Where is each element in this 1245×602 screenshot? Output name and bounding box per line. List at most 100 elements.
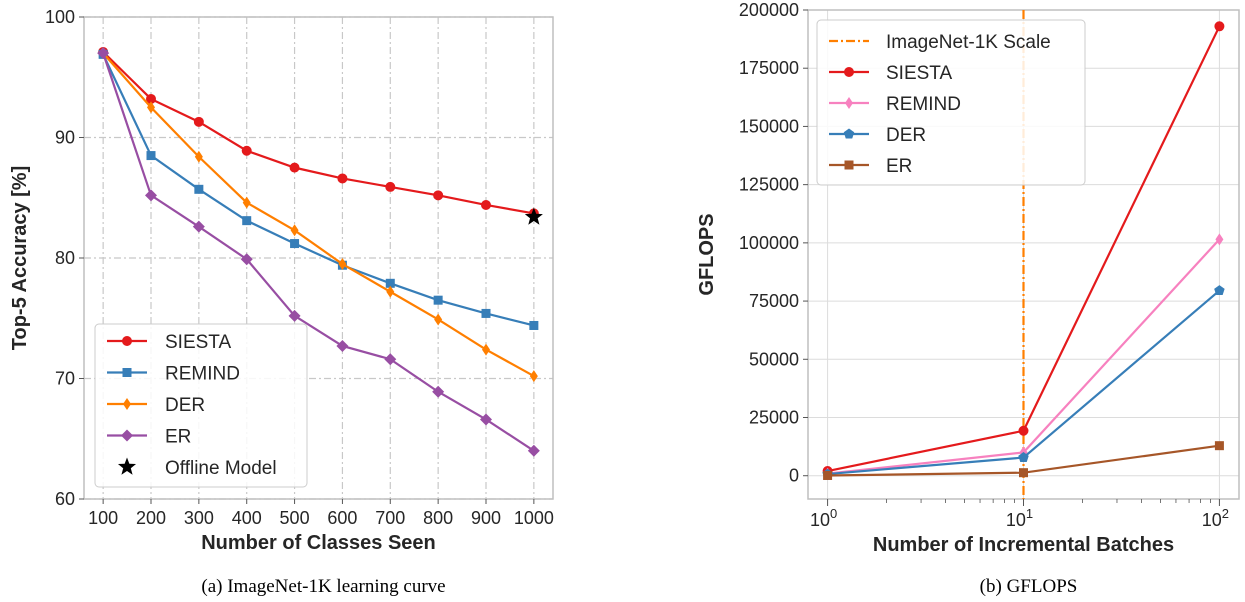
chart-b-caption: (b) GFLOPS (980, 576, 1078, 597)
chart-b-legend-label-remind: REMIND (886, 94, 961, 115)
chart-b-xtick-base: 10 (1006, 510, 1026, 530)
chart-a-xlabel: Number of Classes Seen (201, 532, 436, 554)
chart-b-point-er (1019, 468, 1028, 478)
chart-a-ytick-label: 60 (55, 489, 75, 509)
chart-a-ylabel: Top-5 Accuracy [%] (9, 166, 31, 350)
chart-b-xlabel: Number of Incremental Batches (873, 534, 1174, 556)
chart-a-legend-label-offline-model: Offline Model (165, 458, 277, 479)
chart-a-point-der (338, 258, 347, 271)
chart-a-line-er (102, 52, 535, 452)
chart-a-legend-marker-siesta (122, 336, 132, 346)
chart-b-point-der (1214, 285, 1225, 296)
chart-b-series-siesta (822, 21, 1225, 477)
chart-b-point-siesta (1018, 425, 1029, 436)
chart-a-xtick-label: 800 (423, 508, 453, 528)
chart-a-xtick-label: 600 (327, 508, 357, 528)
chart-a-point-siesta (289, 162, 300, 173)
chart-a: 100 200 300 400 500 600 700 800 900 1000 60 70 80 90 1… (9, 7, 554, 597)
chart-b-ytick-label: 125000 (739, 175, 799, 195)
chart-b-xtick-label: 101 (1006, 506, 1033, 530)
chart-b: 100 101 1020250005000075000100000125000150… (696, 0, 1240, 597)
chart-a-point-remind (385, 278, 395, 288)
chart-a-point-er (288, 309, 301, 322)
chart-a-point-der (194, 150, 203, 163)
chart-a-line-remind (102, 53, 535, 327)
chart-a-point-siesta (481, 199, 491, 210)
chart-b-ylabel: GFLOPS (696, 213, 718, 295)
chart-b-ytick-label: 25000 (749, 408, 799, 428)
chart-a-point-remind (481, 308, 491, 318)
chart-a-legend-label-der: DER (165, 395, 205, 416)
chart-b-point-der (1018, 452, 1029, 462)
chart-a-point-der (434, 313, 443, 326)
chart-b-point-er (823, 470, 833, 480)
chart-a-point-offline-model (524, 207, 543, 225)
chart-a-point-der (482, 343, 490, 356)
chart-a-xtick-label: 300 (184, 508, 214, 528)
chart-a-point-er (480, 413, 492, 426)
chart-a-legend-box (94, 323, 308, 488)
chart-b-legend-label-er: ER (886, 156, 912, 177)
chart-b-legend-label-imagenet-1k-scale: ImageNet-1K Scale (886, 32, 1051, 53)
chart-a-xtick-label: 700 (375, 508, 405, 528)
chart-b-xtick-base: 10 (810, 510, 830, 530)
chart-a-point-er (336, 339, 349, 352)
chart-a-point-remind (242, 216, 252, 226)
chart-b-xtick-label: 102 (1202, 506, 1229, 530)
chart-a-ytick-label: 70 (55, 369, 75, 389)
chart-a-point-siesta (433, 190, 444, 201)
chart-b-legend-marker-er (844, 160, 854, 170)
chart-b-xtick-base: 10 (1202, 510, 1222, 530)
chart-a-legend-label-remind: REMIND (165, 364, 240, 385)
chart-a-point-siesta (337, 173, 348, 184)
chart-a-legend: SIESTA REMIND DER ER Offline Model (94, 323, 308, 488)
chart-a-legend-label-siesta: SIESTA (165, 332, 231, 353)
chart-a-caption: (a) ImageNet-1K learning curve (201, 576, 445, 597)
chart-b-xtick-exp: 2 (1222, 506, 1229, 521)
chart-a-xtick-label: 400 (232, 508, 262, 528)
chart-b-minor-ticks (886, 499, 1211, 503)
chart-a-point-remind (290, 239, 300, 249)
chart-a-point-er (432, 385, 445, 398)
chart-b-xtick-exp: 0 (830, 506, 837, 521)
chart-a-line-der (102, 52, 535, 378)
chart-b-legend-label-siesta: SIESTA (886, 63, 952, 84)
chart-b-ytick-label: 75000 (749, 291, 799, 311)
chart-a-point-der (386, 285, 395, 298)
chart-b-legend: ImageNet-1K Scale SIESTA REMIND DER ER (816, 19, 1086, 186)
chart-a-xtick-label: 200 (136, 508, 166, 528)
chart-a-series-remind (98, 49, 539, 330)
chart-b-point-er (1214, 441, 1224, 451)
chart-b-ytick-label: 100000 (739, 233, 799, 253)
chart-a-point-remind (433, 295, 443, 305)
chart-a-point-siesta (193, 116, 204, 127)
chart-a-point-siesta (241, 145, 252, 156)
chart-b-ytick-label: 150000 (739, 116, 799, 136)
chart-b-legend-marker-der (843, 128, 855, 139)
chart-a-xtick-label: 500 (280, 508, 310, 528)
chart-b-point-remind (1215, 233, 1224, 246)
chart-a-legend-marker-remind (122, 368, 132, 377)
chart-b-xtick-exp: 1 (1026, 506, 1033, 521)
chart-a-point-remind (146, 151, 156, 161)
chart-b-xtick-label: 100 (810, 506, 837, 530)
chart-a-point-der (147, 101, 155, 114)
chart-b-ytick-label: 175000 (739, 58, 799, 78)
chart-a-point-der (242, 196, 251, 209)
chart-a-legend-marker-er (121, 429, 133, 442)
chart-a-ytick-label: 90 (55, 128, 75, 148)
chart-a-point-der (529, 370, 538, 383)
chart-a-legend-label-er: ER (165, 427, 191, 448)
chart-a-point-remind (529, 320, 539, 330)
chart-a-series-er (97, 47, 540, 457)
chart-a-xtick-label: 100 (88, 508, 118, 528)
chart-b-ytick-label: 50000 (749, 349, 799, 369)
chart-a-point-er (192, 220, 205, 233)
chart-a-point-der (290, 224, 299, 237)
chart-b-legend-box (816, 19, 1086, 186)
chart-b-legend-marker-siesta (844, 67, 854, 77)
chart-a-series-siesta (98, 46, 539, 219)
chart-b-series-er (823, 441, 1224, 480)
